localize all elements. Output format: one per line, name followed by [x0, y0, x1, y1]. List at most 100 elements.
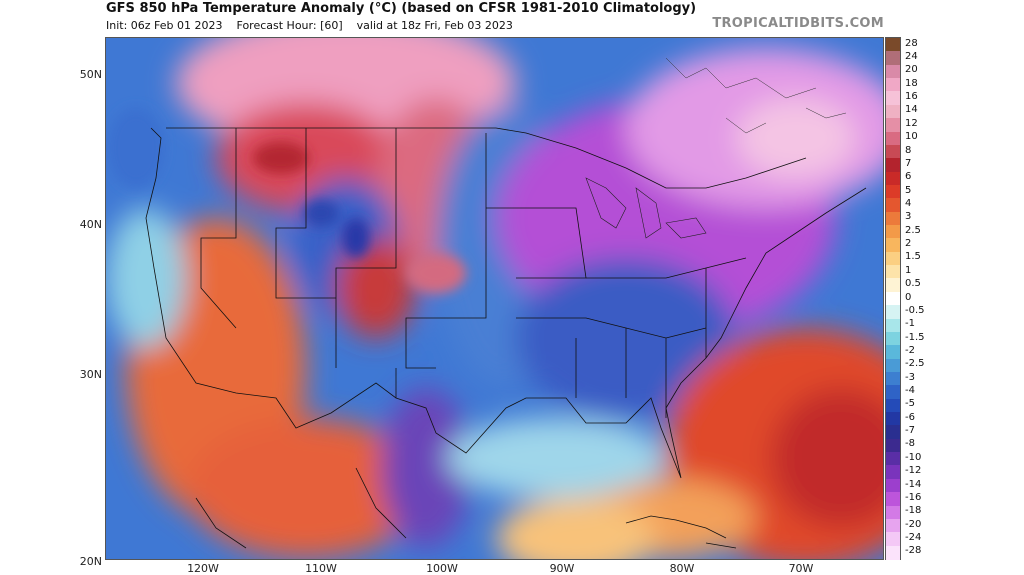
- color-scale-label: 2: [905, 238, 912, 250]
- color-scale-swatch: [886, 118, 900, 133]
- color-scale-swatch: [886, 198, 900, 213]
- color-scale-swatch: [886, 318, 900, 333]
- color-scale-label: -1: [905, 318, 915, 330]
- color-scale-swatch: [886, 78, 900, 93]
- lon-label-110w: 110W: [305, 562, 337, 575]
- anomaly-field: [106, 38, 883, 559]
- great-lakes: [585, 177, 707, 239]
- color-scale-label: 2.5: [905, 224, 921, 236]
- color-scale-swatch: [886, 291, 900, 306]
- color-scale-bar: [885, 37, 901, 560]
- color-scale-label: 28: [905, 37, 918, 49]
- color-scale-label: -12: [905, 465, 922, 477]
- canada-coastlines: [665, 57, 847, 134]
- color-scale-swatch: [886, 38, 900, 52]
- lon-label-90w: 90W: [549, 562, 575, 575]
- anomaly-map: [105, 37, 884, 560]
- color-scale-swatch: [886, 371, 900, 386]
- color-scale-swatch: [886, 51, 900, 66]
- color-scale-label: -3: [905, 371, 915, 383]
- color-scale-swatch: [886, 64, 900, 79]
- color-scale-label: -5: [905, 398, 915, 410]
- color-scale-swatch: [886, 131, 900, 146]
- color-scale-swatch: [886, 478, 900, 493]
- color-scale-label: -2: [905, 344, 915, 356]
- lon-label-70w: 70W: [788, 562, 814, 575]
- color-scale-swatch: [886, 532, 900, 547]
- color-scale-label: -14: [905, 478, 922, 490]
- color-scale-label: 5: [905, 184, 912, 196]
- color-scale-label: 14: [905, 104, 918, 116]
- lat-label-30n: 30N: [79, 368, 102, 381]
- color-scale-label: 16: [905, 91, 918, 103]
- color-scale-swatch: [886, 251, 900, 266]
- init-time: Init: 06z Feb 01 2023: [106, 19, 223, 32]
- color-scale-label: 1: [905, 264, 912, 276]
- color-scale-swatch: [886, 438, 900, 453]
- forecast-hour: Forecast Hour: [60]: [236, 19, 343, 32]
- color-scale-swatch: [886, 104, 900, 119]
- color-scale-label: -7: [905, 425, 915, 437]
- color-scale-label: -20: [905, 518, 922, 530]
- color-scale-label: -28: [905, 545, 922, 557]
- color-scale-swatch: [886, 398, 900, 413]
- anomaly-detail: [108, 108, 466, 293]
- color-scale-swatch: [886, 412, 900, 426]
- color-scale-label: 4: [905, 197, 912, 209]
- color-scale-label: 7: [905, 157, 912, 169]
- color-scale-label: 0: [905, 291, 912, 303]
- color-scale-swatch: [886, 518, 900, 533]
- brand-logo-text: TROPICALTIDBITS.COM: [712, 16, 884, 31]
- color-scale-swatch: [886, 505, 900, 520]
- lat-label-50n: 50N: [79, 68, 102, 81]
- color-scale-label: 18: [905, 77, 918, 89]
- color-scale-label: -0.5: [905, 304, 925, 316]
- color-scale-label: 8: [905, 144, 912, 156]
- map-canvas: [106, 38, 883, 559]
- color-scale-swatch: [886, 158, 900, 173]
- map-title: GFS 850 hPa Temperature Anomaly (°C) (ba…: [106, 1, 697, 16]
- color-scale-label: -2.5: [905, 358, 925, 370]
- lat-label-20n: 20N: [79, 555, 102, 568]
- lon-label-80w: 80W: [669, 562, 695, 575]
- color-scale-label: 0.5: [905, 278, 921, 290]
- valid-time: valid at 18z Fri, Feb 03 2023: [356, 19, 513, 32]
- lon-label-120w: 120W: [187, 562, 219, 575]
- color-scale-swatch: [886, 91, 900, 106]
- color-scale-label: 20: [905, 64, 918, 76]
- color-scale-label: -16: [905, 491, 922, 503]
- color-scale-swatch: [886, 144, 900, 159]
- color-scale-swatch: [886, 171, 900, 186]
- color-scale-swatch: [886, 385, 900, 400]
- color-scale-swatch: [886, 278, 900, 293]
- political-boundaries: [145, 127, 867, 549]
- color-scale-label: 10: [905, 131, 918, 143]
- color-scale-label: -10: [905, 451, 922, 463]
- color-scale-label: 6: [905, 171, 912, 183]
- color-scale-swatch: [886, 225, 900, 239]
- color-scale-label: -4: [905, 385, 915, 396]
- color-scale-swatch: [886, 465, 900, 480]
- color-scale-label: -6: [905, 411, 915, 423]
- color-scale-swatch: [886, 265, 900, 280]
- color-scale-swatch: [886, 305, 900, 320]
- color-scale-label: -8: [905, 438, 915, 450]
- color-scale-label: -24: [905, 531, 922, 543]
- color-scale-swatch: [886, 211, 900, 226]
- lat-label-40n: 40N: [79, 218, 102, 231]
- color-scale-label: 3: [905, 211, 912, 223]
- color-scale-label: -18: [905, 505, 922, 517]
- color-scale-swatch: [886, 545, 900, 560]
- color-scale-swatch: [886, 238, 900, 253]
- color-scale-swatch: [886, 345, 900, 360]
- color-scale-swatch: [886, 452, 900, 467]
- color-scale-swatch: [886, 425, 900, 440]
- color-scale-swatch: [886, 358, 900, 373]
- color-scale-label: 12: [905, 117, 918, 129]
- color-scale-swatch: [886, 492, 900, 507]
- color-scale-swatch: [886, 331, 900, 346]
- map-subtitle: Init: 06z Feb 01 2023 Forecast Hour: [60]…: [106, 19, 527, 32]
- lon-label-100w: 100W: [426, 562, 458, 575]
- color-scale-label: 1.5: [905, 251, 921, 263]
- color-scale-label: 24: [905, 51, 918, 63]
